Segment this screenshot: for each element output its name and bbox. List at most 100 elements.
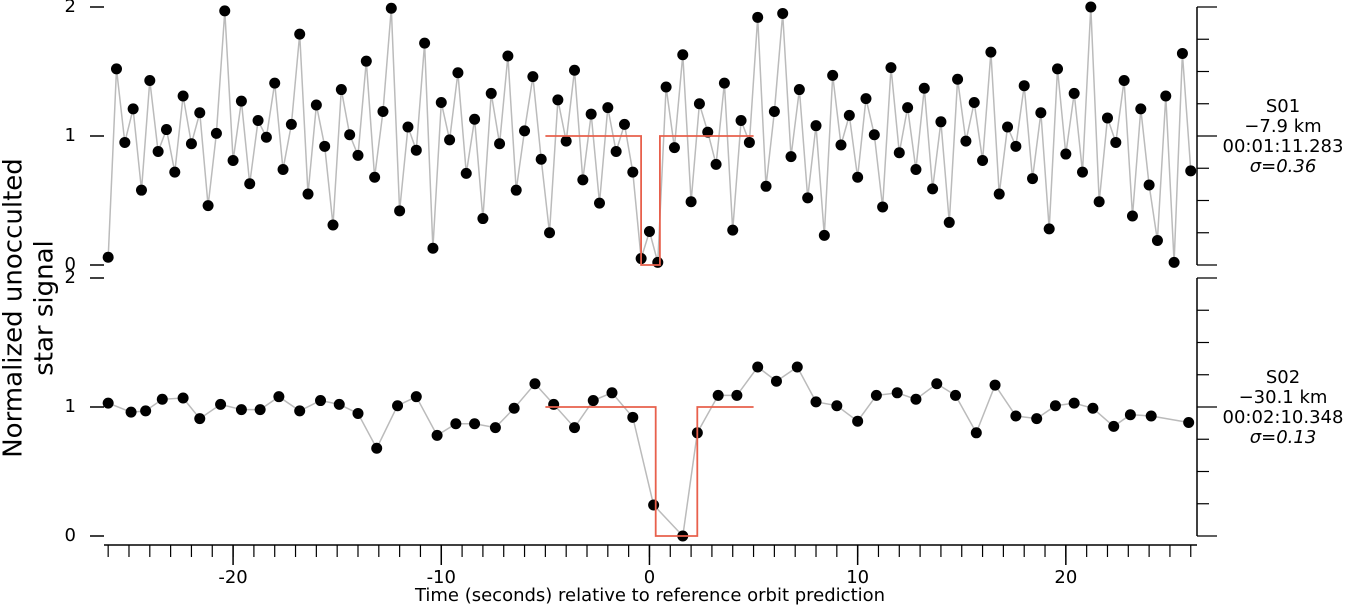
data-point — [502, 50, 514, 62]
data-point — [1093, 196, 1105, 208]
data-point — [652, 256, 664, 268]
data-point — [818, 229, 830, 241]
x-tick-label: 20 — [1054, 567, 1077, 588]
data-point — [910, 393, 922, 405]
data-point — [215, 398, 227, 410]
data-point — [489, 422, 501, 434]
data-point — [1168, 256, 1180, 268]
data-point — [743, 136, 755, 148]
data-point — [1118, 75, 1130, 87]
data-point — [970, 427, 982, 439]
data-point — [949, 389, 961, 401]
data-point — [385, 2, 397, 14]
data-point — [152, 145, 164, 157]
data-point — [569, 64, 581, 76]
data-point — [1049, 400, 1061, 412]
data-point — [835, 139, 847, 151]
data-point — [868, 129, 880, 141]
data-point — [119, 136, 131, 148]
data-point — [419, 37, 431, 49]
data-point — [252, 115, 264, 127]
data-point — [712, 389, 724, 401]
data-point — [902, 102, 914, 114]
data-point — [952, 73, 964, 85]
data-point — [1031, 413, 1043, 425]
data-point — [731, 389, 743, 401]
x-axis-label: Time (seconds) relative to reference orb… — [414, 585, 885, 606]
data-point — [344, 129, 356, 141]
data-point — [302, 188, 314, 200]
data-point — [194, 107, 206, 119]
data-point — [169, 166, 181, 178]
data-point — [469, 418, 481, 430]
data-point — [1176, 47, 1188, 59]
data-point — [791, 361, 803, 373]
data-point — [1010, 410, 1022, 422]
data-point — [1160, 90, 1172, 102]
data-point — [1183, 416, 1195, 428]
data-point — [156, 393, 168, 405]
data-point — [392, 400, 404, 412]
data-point — [319, 140, 331, 152]
data-point — [831, 400, 843, 412]
data-line — [107, 365, 1189, 538]
data-point — [294, 405, 306, 417]
data-point — [693, 98, 705, 110]
data-point — [1085, 1, 1097, 13]
data-point — [648, 499, 660, 511]
data-point — [1035, 107, 1047, 119]
data-point — [891, 387, 903, 399]
data-point — [427, 242, 439, 254]
data-point — [935, 116, 947, 128]
data-point — [125, 406, 137, 418]
data-point — [102, 251, 114, 263]
y-axis-label: star signal — [30, 240, 60, 376]
data-point — [685, 196, 697, 208]
data-point — [1010, 140, 1022, 152]
data-point — [510, 184, 522, 196]
data-point — [227, 155, 239, 167]
data-point — [793, 84, 805, 96]
annotation: S01 — [1266, 96, 1300, 117]
data-point — [444, 134, 456, 146]
data-point — [710, 158, 722, 170]
data-point — [910, 164, 922, 176]
data-point — [508, 402, 520, 414]
data-point — [160, 124, 172, 136]
data-point — [1027, 173, 1039, 185]
data-point — [602, 102, 614, 114]
data-point — [1143, 179, 1155, 191]
data-point — [552, 94, 564, 106]
data-point — [410, 144, 422, 156]
x-tick-label: -20 — [218, 567, 247, 588]
data-point — [469, 113, 481, 125]
data-point — [760, 180, 772, 192]
data-point — [1068, 397, 1080, 409]
x-tick-label: 10 — [846, 567, 869, 588]
data-point — [569, 422, 581, 434]
data-point — [235, 95, 247, 107]
data-point — [1185, 165, 1197, 177]
y-tick-label: 2 — [65, 0, 76, 17]
data-point — [285, 118, 297, 130]
data-point — [140, 405, 152, 417]
data-point — [770, 375, 782, 387]
data-point — [577, 174, 589, 186]
data-point — [643, 225, 655, 237]
data-point — [985, 46, 997, 58]
data-point — [194, 413, 206, 425]
data-point — [177, 392, 189, 404]
annotation: S02 — [1266, 367, 1300, 388]
data-point — [294, 28, 306, 40]
data-point — [893, 147, 905, 159]
y-tick-label: 0 — [65, 254, 76, 275]
data-point — [1135, 103, 1147, 115]
annotation: −30.1 km — [1239, 387, 1328, 408]
data-point — [752, 361, 764, 373]
data-point — [752, 11, 764, 23]
data-point — [989, 379, 1001, 391]
y-tick-label: 2 — [65, 267, 76, 288]
data-point — [1068, 87, 1080, 99]
data-point — [1076, 166, 1088, 178]
